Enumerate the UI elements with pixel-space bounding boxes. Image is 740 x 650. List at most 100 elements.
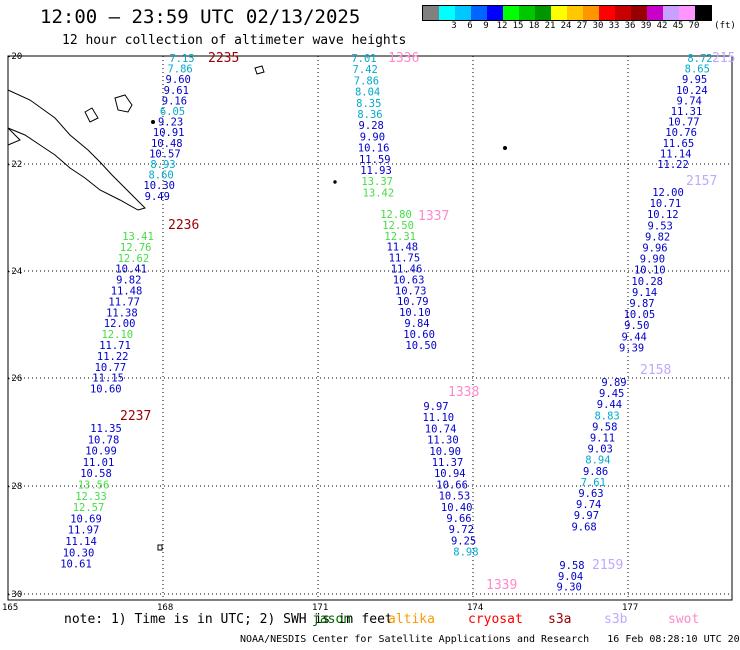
wave-height-value: 10.48 bbox=[151, 138, 183, 150]
legend-swatch bbox=[519, 6, 535, 20]
legend-swatch bbox=[647, 6, 663, 20]
legend-swatch bbox=[487, 6, 503, 20]
wave-height-value: 8.36 bbox=[357, 109, 382, 121]
islet-coast-4 bbox=[254, 65, 265, 75]
wave-height-value: 11.15 bbox=[92, 373, 124, 385]
wave-height-value: 9.90 bbox=[640, 254, 665, 266]
wave-height-value: 10.77 bbox=[668, 117, 700, 129]
legend-swatch bbox=[455, 6, 471, 20]
satellite-label-swot: swot bbox=[668, 612, 700, 627]
wave-height-value: 9.04 bbox=[558, 571, 583, 583]
wave-height-value: 13.41 bbox=[122, 231, 154, 243]
wave-height-value: 11.48 bbox=[111, 286, 143, 298]
wave-height-value: 8.98 bbox=[453, 547, 478, 559]
wave-height-value: 8.83 bbox=[594, 410, 619, 422]
wave-height-value: 9.53 bbox=[648, 220, 673, 232]
wave-height-value: 12.00 bbox=[104, 318, 136, 330]
wave-height-value: 9.97 bbox=[574, 510, 599, 522]
wave-height-value: 10.90 bbox=[429, 446, 461, 458]
map-frame bbox=[7, 55, 733, 601]
wave-height-value: 9.97 bbox=[423, 401, 448, 413]
wave-height-value: 8.35 bbox=[356, 98, 381, 110]
wave-height-value: 10.40 bbox=[441, 502, 473, 514]
wave-height-value: 10.50 bbox=[405, 340, 437, 352]
wave-height-value: 9.63 bbox=[578, 488, 603, 500]
footer-note: note: 1) Time is in UTC; 2) SWH is in fe… bbox=[64, 612, 393, 627]
wave-height-value: 9.30 bbox=[557, 582, 582, 594]
satellite-label-altika: altika bbox=[388, 612, 435, 627]
wave-height-value: 6.05 bbox=[160, 106, 185, 118]
axis-labels: -20 -22 -24 -26 -28 -30 165 168 171 174 177 bbox=[2, 52, 638, 613]
wave-height-value: 10.41 bbox=[115, 264, 147, 276]
legend-unit: (ft) bbox=[714, 21, 736, 31]
pass-time-label: 2237 bbox=[120, 409, 151, 424]
islet-coast-5 bbox=[157, 544, 163, 551]
track: 7.157.869.609.619.166.059.2310.9110.4810… bbox=[143, 51, 239, 203]
wave-height-value: 9.49 bbox=[145, 191, 170, 203]
wave-height-value: 11.97 bbox=[68, 525, 100, 537]
wave-height-value: 10.30 bbox=[143, 180, 175, 192]
pass-time-label: 2236 bbox=[168, 218, 199, 233]
wave-height-value: 10.10 bbox=[634, 265, 666, 277]
lon-label: 177 bbox=[622, 603, 638, 613]
wave-height-value: 9.60 bbox=[166, 74, 191, 86]
wave-height-value: 12.57 bbox=[73, 502, 105, 514]
wave-height-value: 11.22 bbox=[97, 351, 129, 363]
wave-height-value: 10.73 bbox=[395, 285, 427, 297]
wave-height-value: 8.72 bbox=[687, 53, 712, 65]
wave-height-value: 9.28 bbox=[359, 120, 384, 132]
wave-height-value: 9.89 bbox=[601, 377, 626, 389]
track: 9.899.459.448.839.589.119.038.949.867.61… bbox=[571, 363, 671, 533]
track: 11.3510.7810.9911.0110.5813.5612.3312.57… bbox=[60, 409, 151, 571]
pass-time-label: 1336 bbox=[388, 51, 419, 66]
wave-height-value: 8.94 bbox=[585, 455, 610, 467]
wave-height-value: 11.31 bbox=[671, 106, 703, 118]
legend-swatch bbox=[615, 6, 631, 20]
map-subtitle: 12 hour collection of altimeter wave hei… bbox=[62, 33, 407, 48]
track: 9.589.049.30 2159 bbox=[557, 558, 624, 594]
wave-height-value: 11.48 bbox=[386, 242, 418, 254]
legend-swatch bbox=[567, 6, 583, 20]
observations: 7.157.869.609.619.166.059.2310.9110.4810… bbox=[60, 51, 735, 594]
lat-label: -30 bbox=[6, 590, 22, 600]
wave-height-value: 11.46 bbox=[391, 264, 423, 276]
wave-height-value: 9.11 bbox=[590, 433, 615, 445]
wave-height-value: 9.61 bbox=[164, 85, 189, 97]
wave-height-value: 10.94 bbox=[434, 468, 466, 480]
wave-height-value: 7.15 bbox=[169, 53, 194, 65]
track: 8.728.659.9510.249.7411.3110.7710.7611.6… bbox=[657, 51, 735, 171]
legend-swatch bbox=[695, 6, 711, 20]
wave-height-value: 9.58 bbox=[592, 421, 617, 433]
satellite-label-s3b: s3b bbox=[604, 612, 628, 627]
legend-label: 9 bbox=[483, 21, 489, 31]
legend-label: 27 bbox=[576, 21, 588, 31]
wave-height-value: 8.60 bbox=[148, 170, 173, 182]
legend-swatch bbox=[471, 6, 487, 20]
wave-height-value: 11.22 bbox=[657, 159, 689, 171]
wave-height-value: 10.63 bbox=[393, 274, 425, 286]
wave-height-value: 9.74 bbox=[576, 499, 601, 511]
wave-height-value: 7.01 bbox=[351, 53, 376, 65]
satellite-label-cryosat: cryosat bbox=[468, 612, 523, 627]
wave-height-value: 10.58 bbox=[80, 468, 112, 480]
wave-height-value: 11.30 bbox=[427, 435, 459, 447]
pass-time-label: 2159 bbox=[592, 558, 623, 573]
wave-height-value: 11.10 bbox=[422, 412, 454, 424]
legend-swatch bbox=[423, 6, 439, 20]
track: 12.8012.5012.3111.4811.7511.4610.6310.73… bbox=[380, 209, 449, 352]
legend-label: 15 bbox=[512, 21, 524, 31]
pass-time-label: 1337 bbox=[418, 209, 449, 224]
wave-height-value: 11.14 bbox=[65, 536, 97, 548]
islet-coast-6 bbox=[151, 120, 155, 124]
wave-height-value: 10.79 bbox=[397, 296, 429, 308]
wave-height-value: 10.60 bbox=[403, 329, 435, 341]
wave-height-value: 11.38 bbox=[106, 307, 138, 319]
lat-label: -22 bbox=[6, 160, 22, 170]
lat-label: -24 bbox=[6, 267, 22, 277]
lon-label: 165 bbox=[2, 603, 18, 613]
wave-height-value: 9.96 bbox=[642, 243, 667, 255]
wave-height-value: 9.39 bbox=[619, 342, 644, 354]
wave-height-value: 9.95 bbox=[682, 74, 707, 86]
lat-label: -20 bbox=[6, 52, 22, 62]
wave-height-value: 10.05 bbox=[624, 309, 656, 321]
